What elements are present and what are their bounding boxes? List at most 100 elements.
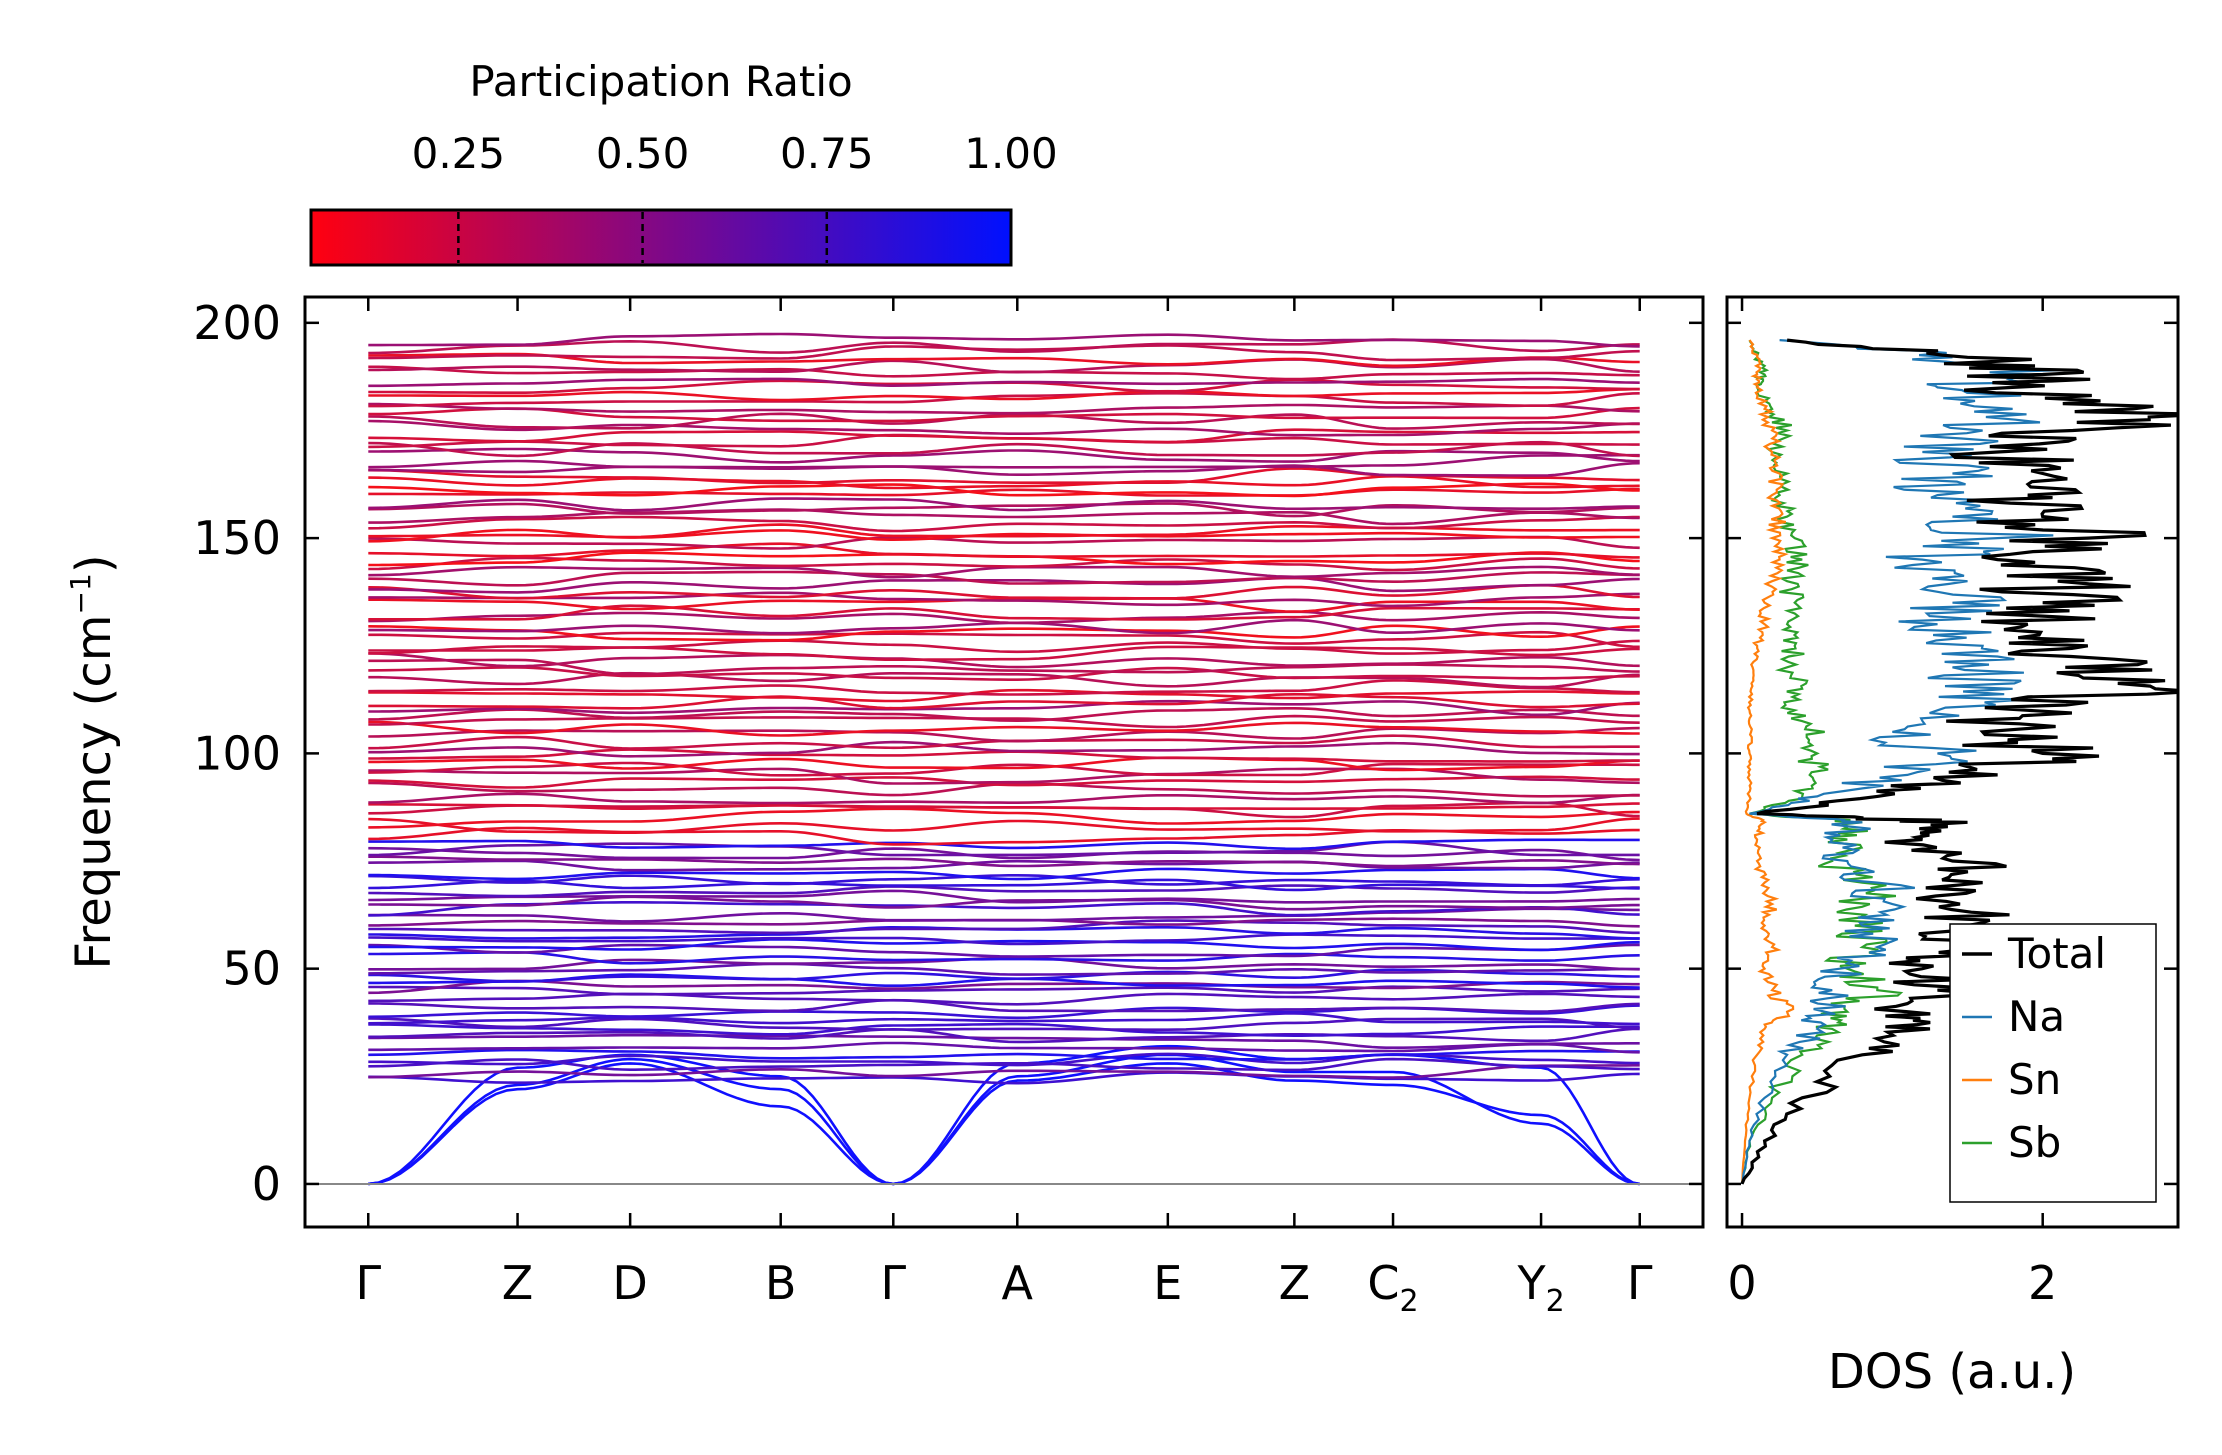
band-plot-frame — [303, 295, 1705, 1229]
band-line — [368, 658, 1640, 676]
dos-line-sn — [1740, 339, 1795, 1184]
band-y-axis: 0 50 100 150 200 — [193, 296, 1703, 1211]
band-line — [368, 761, 1640, 777]
band-line — [368, 846, 1640, 862]
band-line — [368, 775, 1640, 789]
band-line — [368, 1027, 1640, 1044]
dos-line-total — [1740, 338, 2178, 1185]
band-line — [368, 652, 1640, 669]
colorbar: Participation Ratio 0.25 0.50 0.75 1.00 — [309, 57, 1058, 267]
band-line — [368, 497, 1640, 512]
band-line — [368, 951, 1640, 965]
band-line — [368, 604, 1640, 621]
band-line — [368, 884, 1640, 898]
band-line — [368, 840, 1640, 857]
y-tick-label: 100 — [193, 726, 281, 780]
kpoint-label: Γ — [880, 1256, 906, 1310]
band-line — [368, 767, 1640, 785]
kpoint-label: B — [765, 1256, 797, 1310]
band-line — [368, 714, 1640, 729]
dos-legend: Total Na Sn Sb — [1949, 923, 2157, 1203]
band-line — [368, 998, 1640, 1013]
band-line — [368, 889, 1640, 904]
colorbar-ticks: 0.25 0.50 0.75 1.00 — [412, 129, 1058, 263]
band-line — [368, 565, 1640, 579]
band-line — [368, 859, 1640, 872]
dos-y-axis — [1727, 321, 2178, 1186]
band-line — [368, 357, 1640, 374]
band-line — [368, 419, 1640, 437]
band-line — [368, 666, 1640, 681]
colorbar-title: Participation Ratio — [469, 57, 852, 106]
band-line — [368, 985, 1640, 996]
band-line — [368, 720, 1640, 737]
dos-x-tick-label: 0 — [1727, 1256, 1756, 1310]
band-line — [368, 1053, 1640, 1186]
band-line — [368, 802, 1640, 810]
band-line — [368, 938, 1640, 952]
y-tick-label: 50 — [222, 942, 281, 996]
band-line — [368, 1033, 1640, 1049]
legend-label: Sb — [2008, 1118, 2061, 1167]
band-line — [368, 1062, 1640, 1186]
legend-label: Total — [2007, 929, 2106, 978]
band-line — [368, 570, 1640, 587]
colorbar-tick-label: 0.50 — [596, 129, 690, 178]
kpoint-label: Γ — [355, 1256, 381, 1310]
y-tick-label: 0 — [252, 1157, 281, 1211]
band-line — [368, 671, 1640, 689]
kpoint-label: Z — [502, 1256, 534, 1310]
dos-series — [1740, 338, 2178, 1185]
band-line — [368, 474, 1640, 490]
band-line — [368, 387, 1640, 402]
dos-line-na — [1740, 339, 2062, 1185]
band-line — [368, 962, 1640, 976]
band-line — [368, 428, 1640, 444]
band-line — [368, 933, 1640, 946]
band-line — [368, 461, 1640, 477]
band-line — [368, 440, 1640, 458]
band-line — [368, 332, 1640, 348]
band-line — [368, 1017, 1640, 1031]
band-line — [368, 556, 1640, 572]
band-x-axis: Γ Z D B Γ A E Z C2 Y2 Γ — [355, 297, 1653, 1319]
band-line — [368, 679, 1640, 696]
colorbar-tick-label: 0.25 — [412, 129, 506, 178]
band-line — [368, 630, 1640, 649]
band-line — [368, 740, 1640, 758]
band-line — [368, 943, 1640, 958]
band-line — [368, 1041, 1640, 1054]
band-line — [368, 591, 1640, 608]
band-line — [368, 792, 1640, 805]
band-line — [368, 693, 1640, 710]
band-line — [368, 583, 1640, 600]
band-line — [368, 1044, 1640, 1186]
band-line — [368, 515, 1640, 533]
band-line — [368, 523, 1640, 539]
band-line — [368, 1012, 1640, 1026]
kpoint-label: Γ — [1627, 1256, 1653, 1310]
kpoint-label: A — [1002, 1256, 1034, 1310]
band-line — [368, 402, 1640, 415]
band-line — [368, 979, 1640, 995]
phonon-bands — [368, 332, 1640, 1186]
band-line — [368, 576, 1640, 594]
kpoint-label: D — [612, 1256, 647, 1310]
band-line — [368, 1052, 1640, 1067]
dos-x-axis-title: DOS (a.u.) — [1828, 1344, 2076, 1400]
band-line — [368, 487, 1640, 497]
band-line — [368, 344, 1640, 362]
band-line — [368, 1071, 1640, 1085]
band-line — [368, 597, 1640, 613]
band-line — [368, 878, 1640, 892]
band-line — [368, 406, 1640, 423]
band-line — [368, 338, 1640, 355]
colorbar-tick-label: 0.75 — [780, 129, 874, 178]
band-line — [368, 699, 1640, 717]
band-line — [368, 412, 1640, 430]
band-line — [368, 992, 1640, 1006]
band-line — [368, 542, 1640, 559]
